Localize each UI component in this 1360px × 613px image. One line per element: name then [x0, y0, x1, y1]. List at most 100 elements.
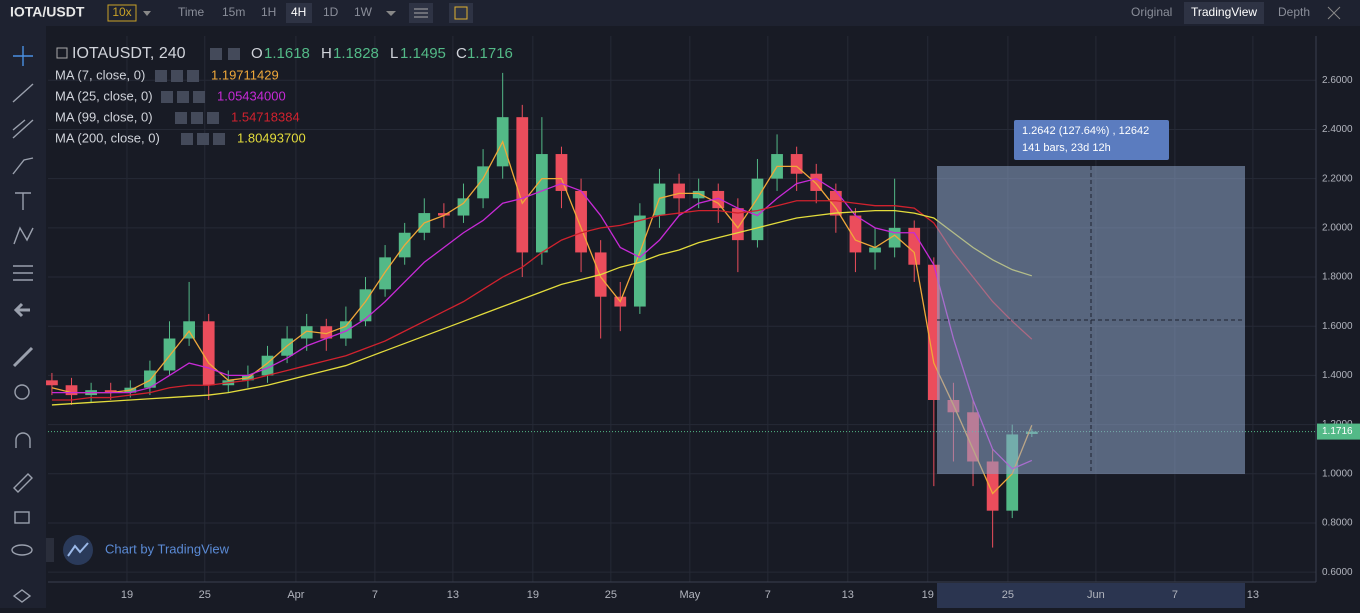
ma-legend-icon[interactable] — [187, 70, 199, 82]
x-tick-label: 7 — [765, 589, 771, 601]
ma-legend-value: 1.80493700 — [237, 130, 306, 145]
settings-icon — [414, 8, 428, 18]
collapse-icon[interactable] — [56, 47, 68, 59]
magnet-tool[interactable] — [15, 432, 31, 448]
symbol[interactable]: IOTA/USDT — [10, 4, 85, 20]
view-tab[interactable]: TradingView — [1191, 5, 1257, 19]
measure-tooltip — [1014, 120, 1169, 160]
candle-body — [790, 154, 803, 174]
candle-body — [104, 390, 117, 393]
legend-icon[interactable] — [228, 48, 240, 60]
candle-body — [300, 326, 313, 339]
fib-tool[interactable] — [12, 119, 34, 139]
x-tick-label: 25 — [1002, 589, 1014, 601]
measure-tool[interactable] — [12, 346, 34, 368]
ma-legend-icon[interactable] — [181, 133, 193, 145]
ma-line — [51, 200, 1033, 401]
candle-body — [183, 321, 195, 339]
ma-legend-icon[interactable] — [155, 70, 167, 82]
legend: IOTAUSDT, 240 O 1.1618 H 1.1828 L 1.1495… — [55, 45, 513, 145]
candle-body — [535, 154, 548, 253]
y-tick-label: 2.4000 — [1322, 124, 1353, 135]
visibility-tool[interactable] — [11, 544, 33, 556]
trash-tool[interactable] — [12, 589, 32, 603]
x-tick-label: 13 — [1247, 589, 1259, 601]
axes: 0.60000.80001.00001.20001.40001.60001.80… — [121, 75, 1360, 601]
candle-body — [359, 289, 372, 322]
leverage-box[interactable] — [107, 4, 137, 22]
lock-tool[interactable] — [14, 511, 30, 524]
dropdown-arrow[interactable] — [143, 11, 151, 16]
ma-line — [51, 209, 1033, 406]
ma-legend-icon[interactable] — [161, 91, 173, 103]
legend-symbol: IOTAUSDT, 240 — [72, 45, 186, 62]
ma-legend-icon[interactable] — [207, 112, 219, 124]
x-tick-label: 25 — [605, 589, 617, 601]
candle-body — [849, 215, 862, 253]
pattern-tool[interactable] — [13, 226, 34, 245]
candle-body — [888, 227, 901, 248]
interval[interactable]: Time — [178, 5, 205, 19]
ma-legend-icon[interactable] — [191, 112, 203, 124]
last-price-tag — [1317, 423, 1360, 440]
watermark-logo-mark — [67, 542, 89, 557]
candle-body — [477, 166, 489, 199]
indicator-button[interactable] — [449, 3, 473, 23]
measure-box: 1.2642 (127.64%) , 12642 141 bars, 23d 1… — [937, 120, 1245, 474]
ma-line — [51, 177, 1033, 470]
ma-legend-icon[interactable] — [177, 91, 189, 103]
brush-tool[interactable] — [12, 157, 34, 175]
ma-legend-icon[interactable] — [175, 112, 187, 124]
interval[interactable]: 15m — [222, 5, 245, 19]
candle-body — [555, 154, 568, 191]
interval-active — [286, 3, 312, 23]
ma-legend-icon[interactable] — [171, 70, 183, 82]
x-tick-label: 25 — [199, 589, 211, 601]
candle-body — [261, 355, 274, 376]
candle-body — [673, 183, 685, 199]
candle-body — [281, 338, 293, 356]
interval[interactable]: 1W — [354, 5, 373, 19]
legend-icon[interactable] — [210, 48, 222, 60]
interval[interactable]: 1D — [323, 5, 339, 19]
measure-text: 141 bars, 23d 12h — [1022, 142, 1111, 154]
ohlc-key: C — [456, 45, 467, 62]
watermark-text[interactable]: Chart by TradingView — [105, 541, 230, 556]
lock-draw-tool[interactable] — [13, 473, 33, 493]
candle-body — [731, 208, 744, 241]
leverage[interactable]: 10x — [112, 5, 131, 19]
candle-body — [712, 190, 725, 209]
y-tick-label: 1.4000 — [1322, 370, 1353, 381]
candle-body — [633, 215, 646, 307]
view-tab[interactable]: Depth — [1278, 5, 1310, 19]
prediction-tool[interactable] — [13, 265, 33, 281]
ohlc-key: L — [390, 45, 398, 62]
interval[interactable]: 4H — [291, 5, 306, 19]
x-tick-label: 19 — [527, 589, 539, 601]
fullscreen-icon[interactable] — [1327, 6, 1341, 20]
more-intervals[interactable] — [386, 11, 396, 16]
candle-body — [65, 385, 78, 396]
candle-body — [340, 321, 352, 339]
zoom-tool[interactable] — [14, 384, 30, 400]
ma-legend-icon[interactable] — [213, 133, 225, 145]
ohlc-value: 1.1495 — [400, 45, 446, 62]
x-tick-label: May — [679, 589, 700, 601]
indicator-icon — [454, 6, 468, 20]
interval[interactable]: 1H — [261, 5, 276, 19]
ma-legend-icon[interactable] — [193, 91, 205, 103]
candle-body — [46, 380, 58, 386]
view-tab[interactable]: Original — [1131, 5, 1172, 19]
text-tool[interactable] — [15, 192, 31, 210]
view-tab-active — [1184, 2, 1264, 24]
y-tick-label: 2.2000 — [1322, 173, 1353, 184]
candle-body — [692, 190, 705, 199]
crosshair-tool[interactable] — [13, 46, 33, 66]
ma-legend-icon[interactable] — [197, 133, 209, 145]
line-tool[interactable] — [12, 83, 34, 103]
back-tool[interactable] — [13, 302, 30, 318]
collapse-toolbar[interactable] — [46, 538, 54, 562]
candle-body — [457, 198, 470, 216]
y-tick-label: 0.8000 — [1322, 518, 1353, 529]
